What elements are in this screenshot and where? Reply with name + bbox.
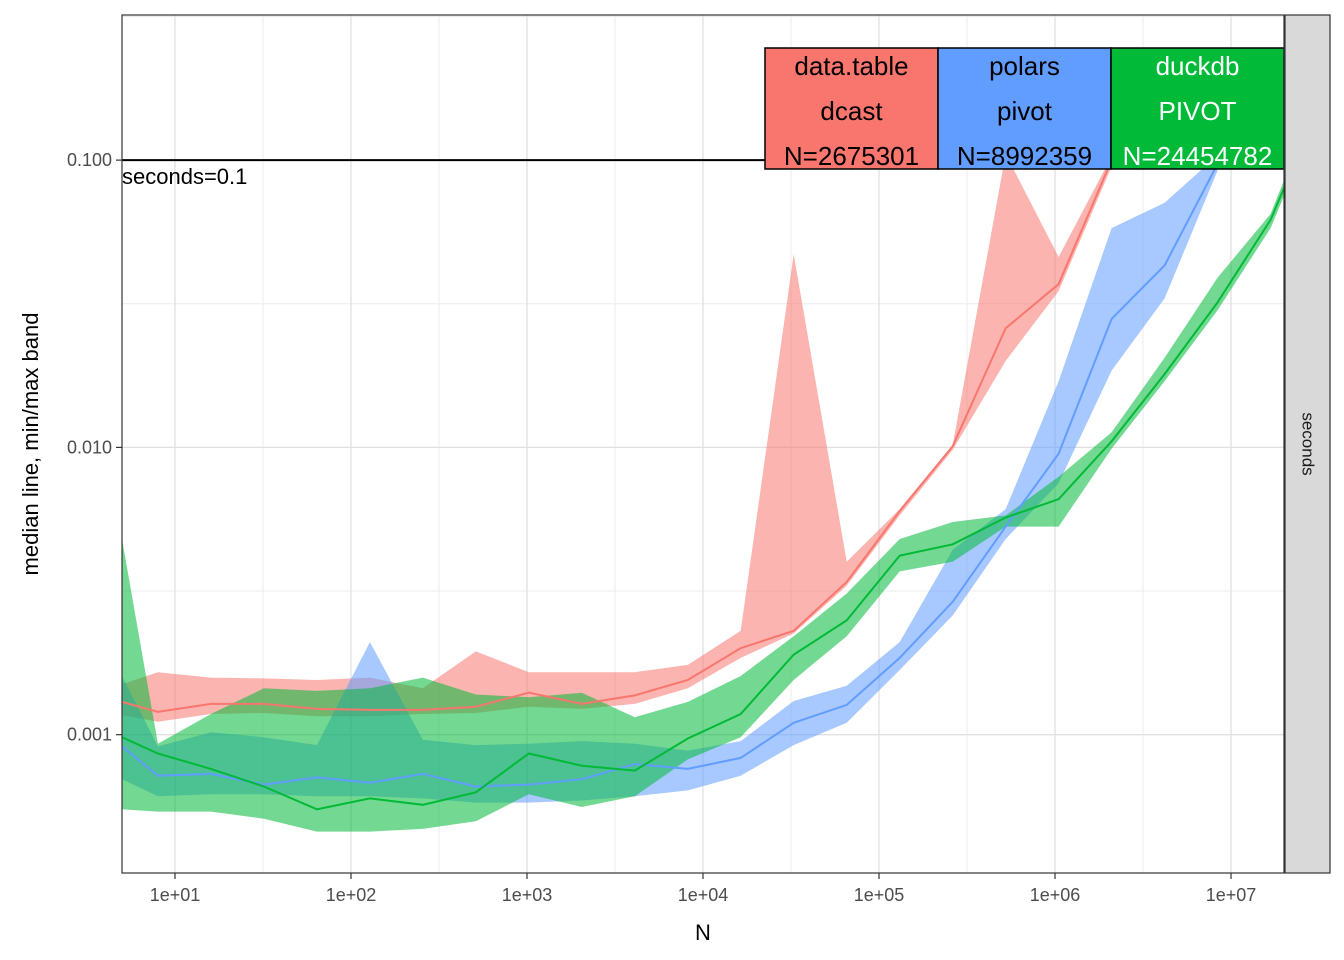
label-text-polars: N=8992359 xyxy=(957,141,1092,171)
min-max-bands xyxy=(122,154,1284,832)
label-text-data-table: N=2675301 xyxy=(784,141,919,171)
reference-line-label: seconds=0.1 xyxy=(122,164,247,189)
median-line-polars xyxy=(122,163,1219,788)
label-box-data-table xyxy=(764,47,939,170)
facet-strip xyxy=(1284,14,1331,874)
label-text-polars: polars xyxy=(989,51,1060,81)
x-tick-label: 1e+07 xyxy=(1206,885,1257,905)
band-duckdb xyxy=(122,180,1284,832)
y-axis-title: median line, min/max band xyxy=(18,313,43,576)
x-axis-title: N xyxy=(695,920,711,945)
label-text-duckdb: N=24454782 xyxy=(1123,141,1273,171)
median-lines xyxy=(122,159,1284,811)
y-axis: 0.001 0.010 0.100 xyxy=(67,150,122,745)
x-tick-label: 1e+01 xyxy=(150,885,201,905)
x-tick-label: 1e+04 xyxy=(678,885,729,905)
x-axis: 1e+01 1e+02 1e+03 1e+04 1e+05 1e+06 1e+07 xyxy=(150,873,1257,905)
label-text-duckdb: duckdb xyxy=(1156,51,1240,81)
x-tick-label: 1e+05 xyxy=(854,885,905,905)
label-text-polars: pivot xyxy=(997,96,1053,126)
label-box-polars xyxy=(937,47,1112,170)
label-text-data-table: dcast xyxy=(820,96,883,126)
facet-strip-label: seconds xyxy=(1299,412,1318,475)
label-box-duckdb xyxy=(1110,47,1285,170)
series-labels: data.table dcast N=2675301 polars pivot N=899… xyxy=(764,47,1285,171)
x-tick-label: 1e+03 xyxy=(502,885,553,905)
x-tick-label: 1e+02 xyxy=(326,885,377,905)
x-tick-label: 1e+06 xyxy=(1030,885,1081,905)
label-text-duckdb: PIVOT xyxy=(1158,96,1236,126)
y-tick-label: 0.010 xyxy=(67,437,112,457)
y-tick-label: 0.100 xyxy=(67,150,112,170)
band-data-table xyxy=(122,154,1112,722)
median-line-duckdb xyxy=(122,187,1284,811)
y-tick-label: 0.001 xyxy=(67,725,112,745)
label-text-data-table: data.table xyxy=(794,51,908,81)
median-line-data-table xyxy=(122,159,1113,713)
